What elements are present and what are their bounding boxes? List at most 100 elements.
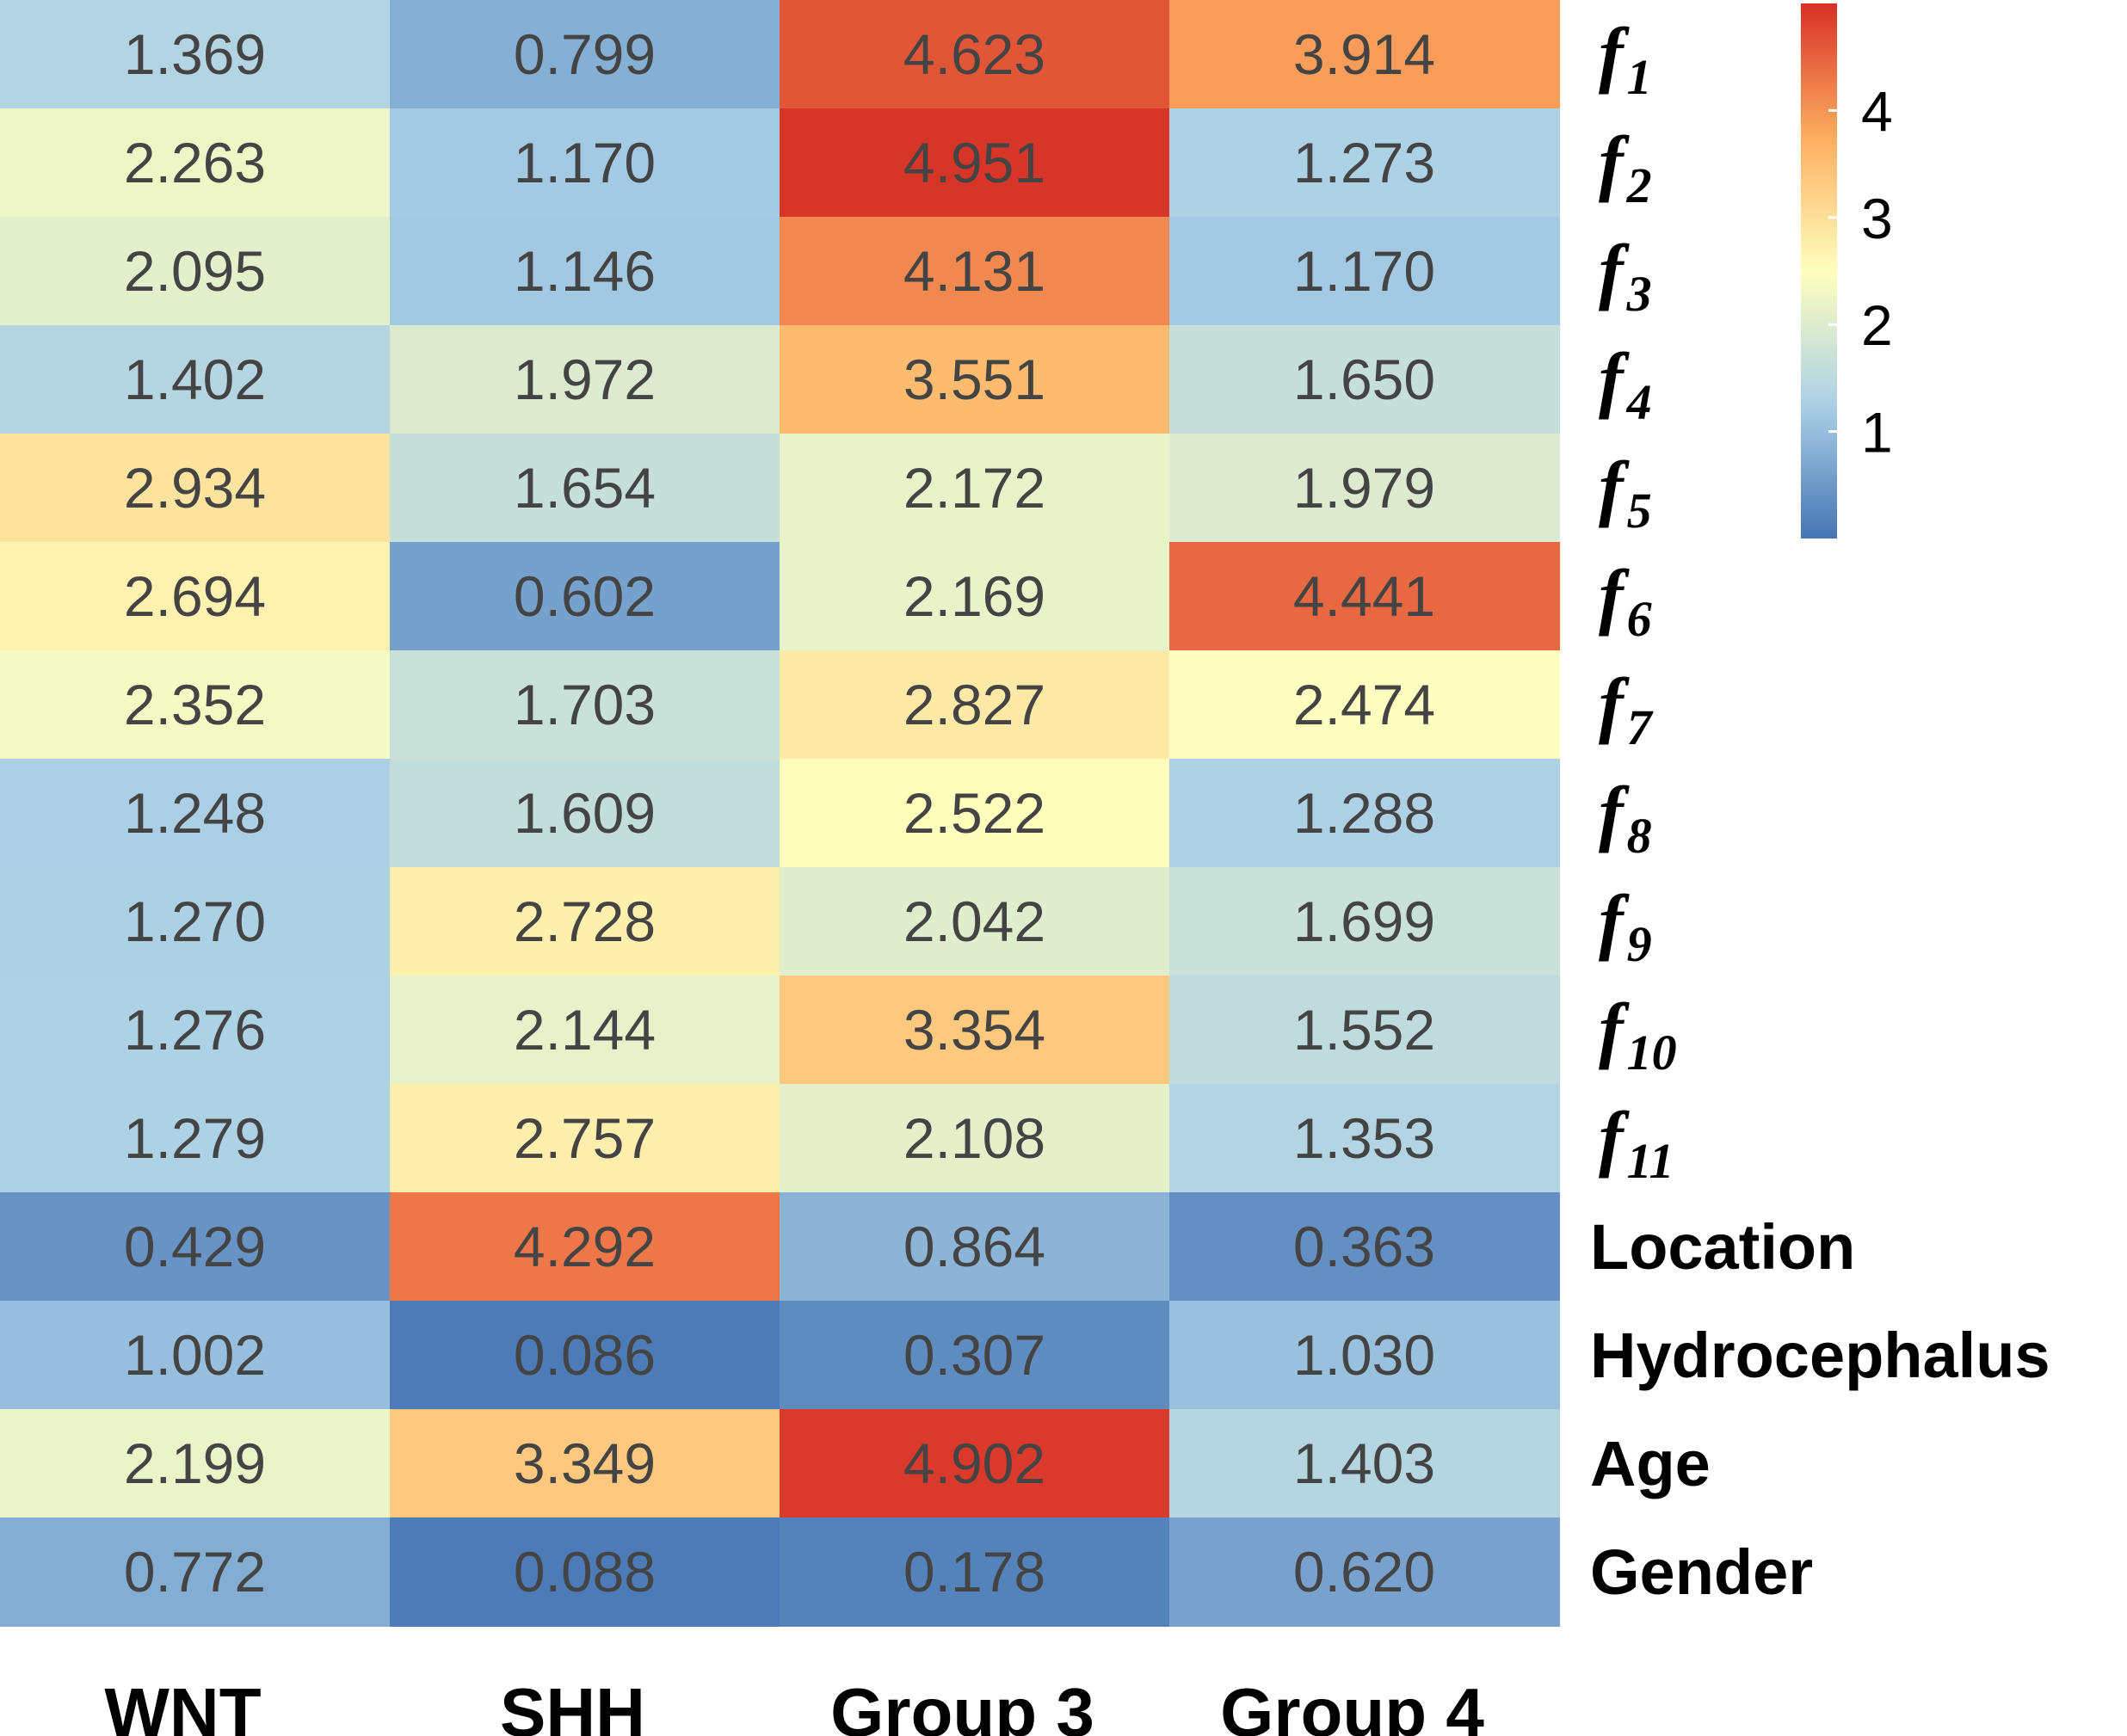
row-label: f6 xyxy=(1599,554,1652,647)
cell-value-label: 2.199 xyxy=(124,1431,266,1495)
row-label: f1 xyxy=(1599,12,1652,105)
heatmap-cell xyxy=(390,650,780,760)
heatmap-cell xyxy=(0,1517,391,1627)
row-label-subscript: 3 xyxy=(1626,266,1652,322)
cell-value-label: 2.263 xyxy=(124,131,266,194)
heatmap-cell xyxy=(1169,434,1560,543)
row-label-subscript: 6 xyxy=(1627,591,1652,647)
row-label-subscript: 10 xyxy=(1627,1025,1677,1080)
heatmap-cell xyxy=(1169,108,1560,218)
cell-value-label: 1.552 xyxy=(1293,998,1435,1062)
cell-value-label: 1.654 xyxy=(514,456,656,520)
row-label-subscript: 4 xyxy=(1626,374,1652,430)
row-label-subscript: 1 xyxy=(1627,49,1652,105)
heatmap-cell xyxy=(0,1084,391,1193)
cell-value-label: 2.694 xyxy=(124,564,266,628)
column-labels: WNT SHH Group 3 Group 4 xyxy=(104,1674,1484,1736)
cell-value-label: 0.086 xyxy=(514,1323,656,1387)
cell-value-label: 1.703 xyxy=(514,673,656,736)
cell-value-label: 4.292 xyxy=(514,1215,656,1278)
cell-value-label: 0.363 xyxy=(1293,1215,1435,1278)
colorbar-gradient xyxy=(1801,3,1837,539)
cell-value-label: 2.169 xyxy=(903,564,1045,628)
row-label: f4 xyxy=(1599,337,1652,430)
cell-value-label: 1.403 xyxy=(1293,1431,1435,1495)
cell-value-label: 0.178 xyxy=(903,1540,1045,1604)
heatmap-cell xyxy=(780,650,1170,760)
heatmap-cell xyxy=(1169,867,1560,976)
row-labels: f1 f2 f3 f4 f5 f6 f7 f8 f9 f10 f11 Location Hydrocep… xyxy=(1590,12,2050,1608)
heatmap-cell xyxy=(390,325,780,434)
cell-value-label: 0.307 xyxy=(903,1323,1045,1387)
heatmap-cell xyxy=(390,0,780,109)
cell-value-label: 1.030 xyxy=(1293,1323,1435,1387)
cell-value-label: 0.864 xyxy=(903,1215,1045,1278)
cell-value-label: 2.522 xyxy=(903,781,1045,845)
colorbar-tick-label: 4 xyxy=(1861,79,1893,143)
row-label: f11 xyxy=(1599,1096,1674,1189)
heatmap-cell xyxy=(390,108,780,218)
colorbar: 1 2 3 4 xyxy=(1801,3,1893,539)
heatmap-cell xyxy=(780,1192,1170,1302)
heatmap-cell xyxy=(780,542,1170,651)
cell-value-label: 2.144 xyxy=(514,998,656,1062)
cell-value-label: 2.352 xyxy=(124,673,266,736)
row-label: Age xyxy=(1590,1428,1711,1499)
heatmap-cell xyxy=(780,976,1170,1085)
heatmap-cell xyxy=(780,325,1170,434)
heatmap-cell xyxy=(390,1084,780,1193)
cell-value-label: 1.279 xyxy=(124,1106,266,1170)
cell-value-label: 2.728 xyxy=(514,890,656,953)
heatmap-cell xyxy=(390,867,780,976)
heatmap-cell xyxy=(0,434,391,543)
row-label-subscript: 7 xyxy=(1627,699,1654,755)
cell-value-label: 1.353 xyxy=(1293,1106,1435,1170)
cell-value-label: 1.170 xyxy=(514,131,656,194)
cell-value-label: 0.602 xyxy=(514,564,656,628)
cell-value-label: 4.951 xyxy=(903,131,1045,194)
heatmap-cell xyxy=(1169,759,1560,868)
cell-value-label: 0.429 xyxy=(124,1215,266,1278)
column-label: Group 3 xyxy=(830,1674,1094,1736)
row-label: f8 xyxy=(1599,771,1652,864)
heatmap-cell xyxy=(1169,542,1560,651)
heatmap-cell xyxy=(780,1409,1170,1518)
heatmap-cell xyxy=(780,108,1170,218)
heatmap-cell xyxy=(390,434,780,543)
cell-value-label: 1.699 xyxy=(1293,890,1435,953)
heatmap-cell xyxy=(0,1192,391,1302)
row-label: f5 xyxy=(1599,446,1652,539)
heatmap-cell xyxy=(0,217,391,326)
cell-value-label: 2.095 xyxy=(124,239,266,303)
heatmap-cell xyxy=(0,542,391,651)
heatmap-cell xyxy=(780,1301,1170,1410)
colorbar-tick-label: 1 xyxy=(1861,401,1893,465)
colorbar-tick-label: 2 xyxy=(1861,293,1893,357)
heatmap-cell xyxy=(0,1409,391,1518)
heatmap-cell xyxy=(0,759,391,868)
cell-value-label: 4.902 xyxy=(903,1431,1045,1495)
heatmap-cell xyxy=(780,867,1170,976)
cell-value-label: 3.354 xyxy=(903,998,1045,1062)
row-label: f7 xyxy=(1599,662,1654,755)
column-label: SHH xyxy=(500,1674,645,1736)
heatmap-cell xyxy=(1169,976,1560,1085)
cell-value-label: 2.827 xyxy=(903,673,1045,736)
heatmap-cell xyxy=(0,650,391,760)
cell-value-label: 1.288 xyxy=(1293,781,1435,845)
heatmap-cell xyxy=(0,976,391,1085)
cell-value-label: 1.146 xyxy=(514,239,656,303)
cell-value-label: 1.273 xyxy=(1293,131,1435,194)
cell-value-label: 0.620 xyxy=(1293,1540,1435,1604)
heatmap-cell xyxy=(0,867,391,976)
cell-value-label: 3.551 xyxy=(903,348,1045,411)
cell-value-label: 4.131 xyxy=(903,239,1045,303)
heatmap-cell xyxy=(1169,1301,1560,1410)
cell-value-label: 0.772 xyxy=(124,1540,266,1604)
cell-value-label: 1.979 xyxy=(1293,456,1435,520)
cell-value-label: 1.650 xyxy=(1293,348,1435,411)
row-label-subscript: 9 xyxy=(1627,916,1652,972)
heatmap-cell xyxy=(1169,217,1560,326)
colorbar-tick-label: 3 xyxy=(1861,187,1893,250)
